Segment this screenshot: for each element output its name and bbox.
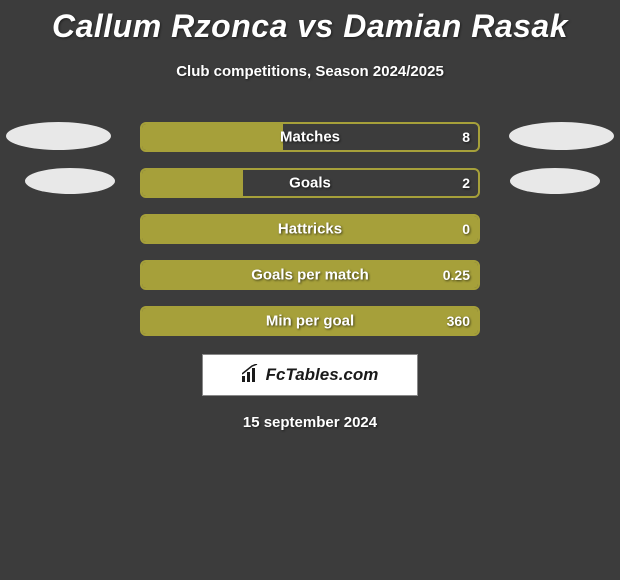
player-left-marker-2	[25, 168, 115, 194]
stat-row: Goals per match 0.25	[0, 260, 620, 290]
comparison-panel: Callum Rzonca vs Damian Rasak Club compe…	[0, 0, 620, 431]
logo-box[interactable]: FcTables.com	[202, 354, 418, 396]
stat-bar-goals: Goals 2	[140, 168, 480, 198]
stats-area: Matches 8 Goals 2 Hattricks 0 Goals per …	[0, 122, 620, 336]
stat-label: Goals per match	[251, 267, 369, 284]
chart-icon	[242, 364, 262, 387]
stat-value: 2	[462, 175, 470, 191]
logo-text: FcTables.com	[266, 365, 379, 385]
subtitle: Club competitions, Season 2024/2025	[0, 63, 620, 80]
bar-fill-left	[142, 124, 283, 150]
stat-value: 0.25	[443, 267, 470, 283]
page-title: Callum Rzonca vs Damian Rasak	[0, 8, 620, 45]
stat-value: 0	[462, 221, 470, 237]
player-left-marker-1	[6, 122, 111, 150]
stat-value: 360	[447, 313, 470, 329]
stat-label: Matches	[280, 129, 340, 146]
stat-row: Min per goal 360	[0, 306, 620, 336]
stat-bar-min-per-goal: Min per goal 360	[140, 306, 480, 336]
date-text: 15 september 2024	[0, 414, 620, 431]
player-right-marker-2	[510, 168, 600, 194]
stat-label: Goals	[289, 175, 331, 192]
stat-bar-hattricks: Hattricks 0	[140, 214, 480, 244]
stat-value: 8	[462, 129, 470, 145]
stat-bar-matches: Matches 8	[140, 122, 480, 152]
player-right-marker-1	[509, 122, 614, 150]
stat-row: Hattricks 0	[0, 214, 620, 244]
bar-fill-left	[142, 170, 243, 196]
stat-bar-goals-per-match: Goals per match 0.25	[140, 260, 480, 290]
stat-label: Min per goal	[266, 313, 354, 330]
stat-label: Hattricks	[278, 221, 342, 238]
